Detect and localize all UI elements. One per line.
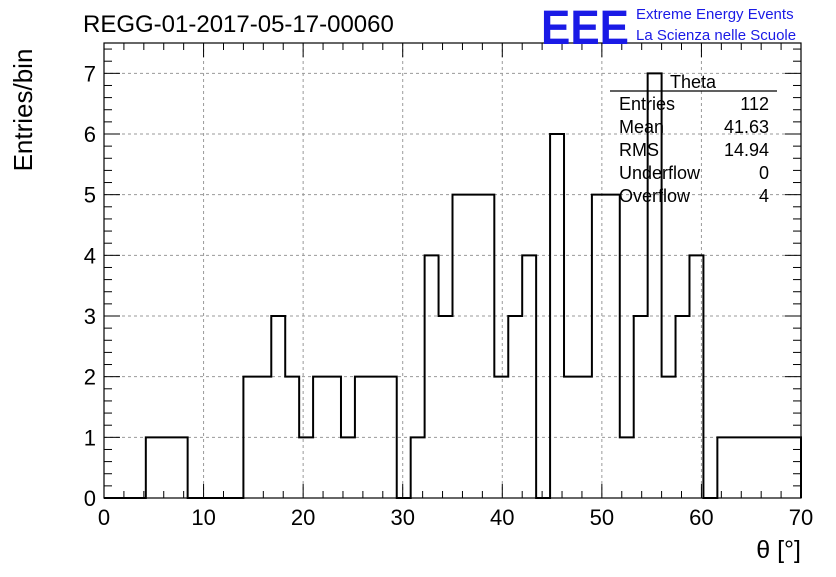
stats-row-overflow: Overflow 4 [619, 186, 769, 206]
logo-line-2: La Scienza nelle Scuole [636, 27, 796, 44]
stats-value-underflow: 0 [759, 163, 769, 183]
stats-title: Theta [670, 72, 717, 92]
histogram-series [104, 72, 802, 499]
y-tick-label-5: 5 [84, 183, 96, 208]
stats-row-entries: Entries 112 [619, 94, 769, 114]
stats-label-underflow: Underflow [619, 163, 701, 183]
plot-frame [103, 42, 802, 499]
stats-value-rms: 14.94 [724, 140, 769, 160]
x-tick-label-40: 40 [490, 505, 514, 530]
x-tick-label-10: 10 [191, 505, 215, 530]
stats-value-overflow: 4 [759, 186, 769, 206]
x-tick-label-60: 60 [689, 505, 713, 530]
x-tick-labels: 0 10 20 30 40 50 60 70 [98, 505, 813, 530]
stats-value-mean: 41.63 [724, 117, 769, 137]
x-tick-label-70: 70 [789, 505, 813, 530]
stats-row-rms: RMS 14.94 [619, 140, 769, 160]
stats-label-entries: Entries [619, 94, 675, 114]
logo-line-1: Extreme Energy Events [636, 6, 794, 23]
stats-label-rms: RMS [619, 140, 659, 160]
y-tick-labels: 0 1 2 3 4 5 6 7 [84, 61, 96, 511]
y-tick-label-0: 0 [84, 486, 96, 511]
x-axis-label: θ [°] [756, 536, 801, 564]
stats-label-mean: Mean [619, 117, 664, 137]
eee-logo: EEE [541, 2, 629, 55]
y-axis-label: Entries/bin [8, 49, 38, 172]
x-tick-label-50: 50 [590, 505, 614, 530]
y-tick-label-7: 7 [84, 61, 96, 86]
x-tick-label-30: 30 [390, 505, 414, 530]
stats-label-overflow: Overflow [619, 186, 691, 206]
stats-box: Theta Entries 112 Mean 41.63 RMS 14.94 U… [610, 72, 777, 206]
histogram-outline [104, 72, 802, 499]
y-tick-label-6: 6 [84, 122, 96, 147]
stats-value-entries: 112 [740, 94, 769, 114]
y-tick-label-1: 1 [84, 425, 96, 450]
stats-row-mean: Mean 41.63 [619, 117, 769, 137]
x-tick-label-0: 0 [98, 505, 110, 530]
axis-ticks [103, 43, 802, 499]
y-tick-label-4: 4 [84, 243, 96, 268]
stats-row-underflow: Underflow 0 [619, 163, 769, 183]
y-tick-label-3: 3 [84, 304, 96, 329]
y-tick-label-2: 2 [84, 365, 96, 390]
run-title: REGG-01-2017-05-17-00060 [83, 11, 394, 38]
x-tick-label-20: 20 [291, 505, 315, 530]
